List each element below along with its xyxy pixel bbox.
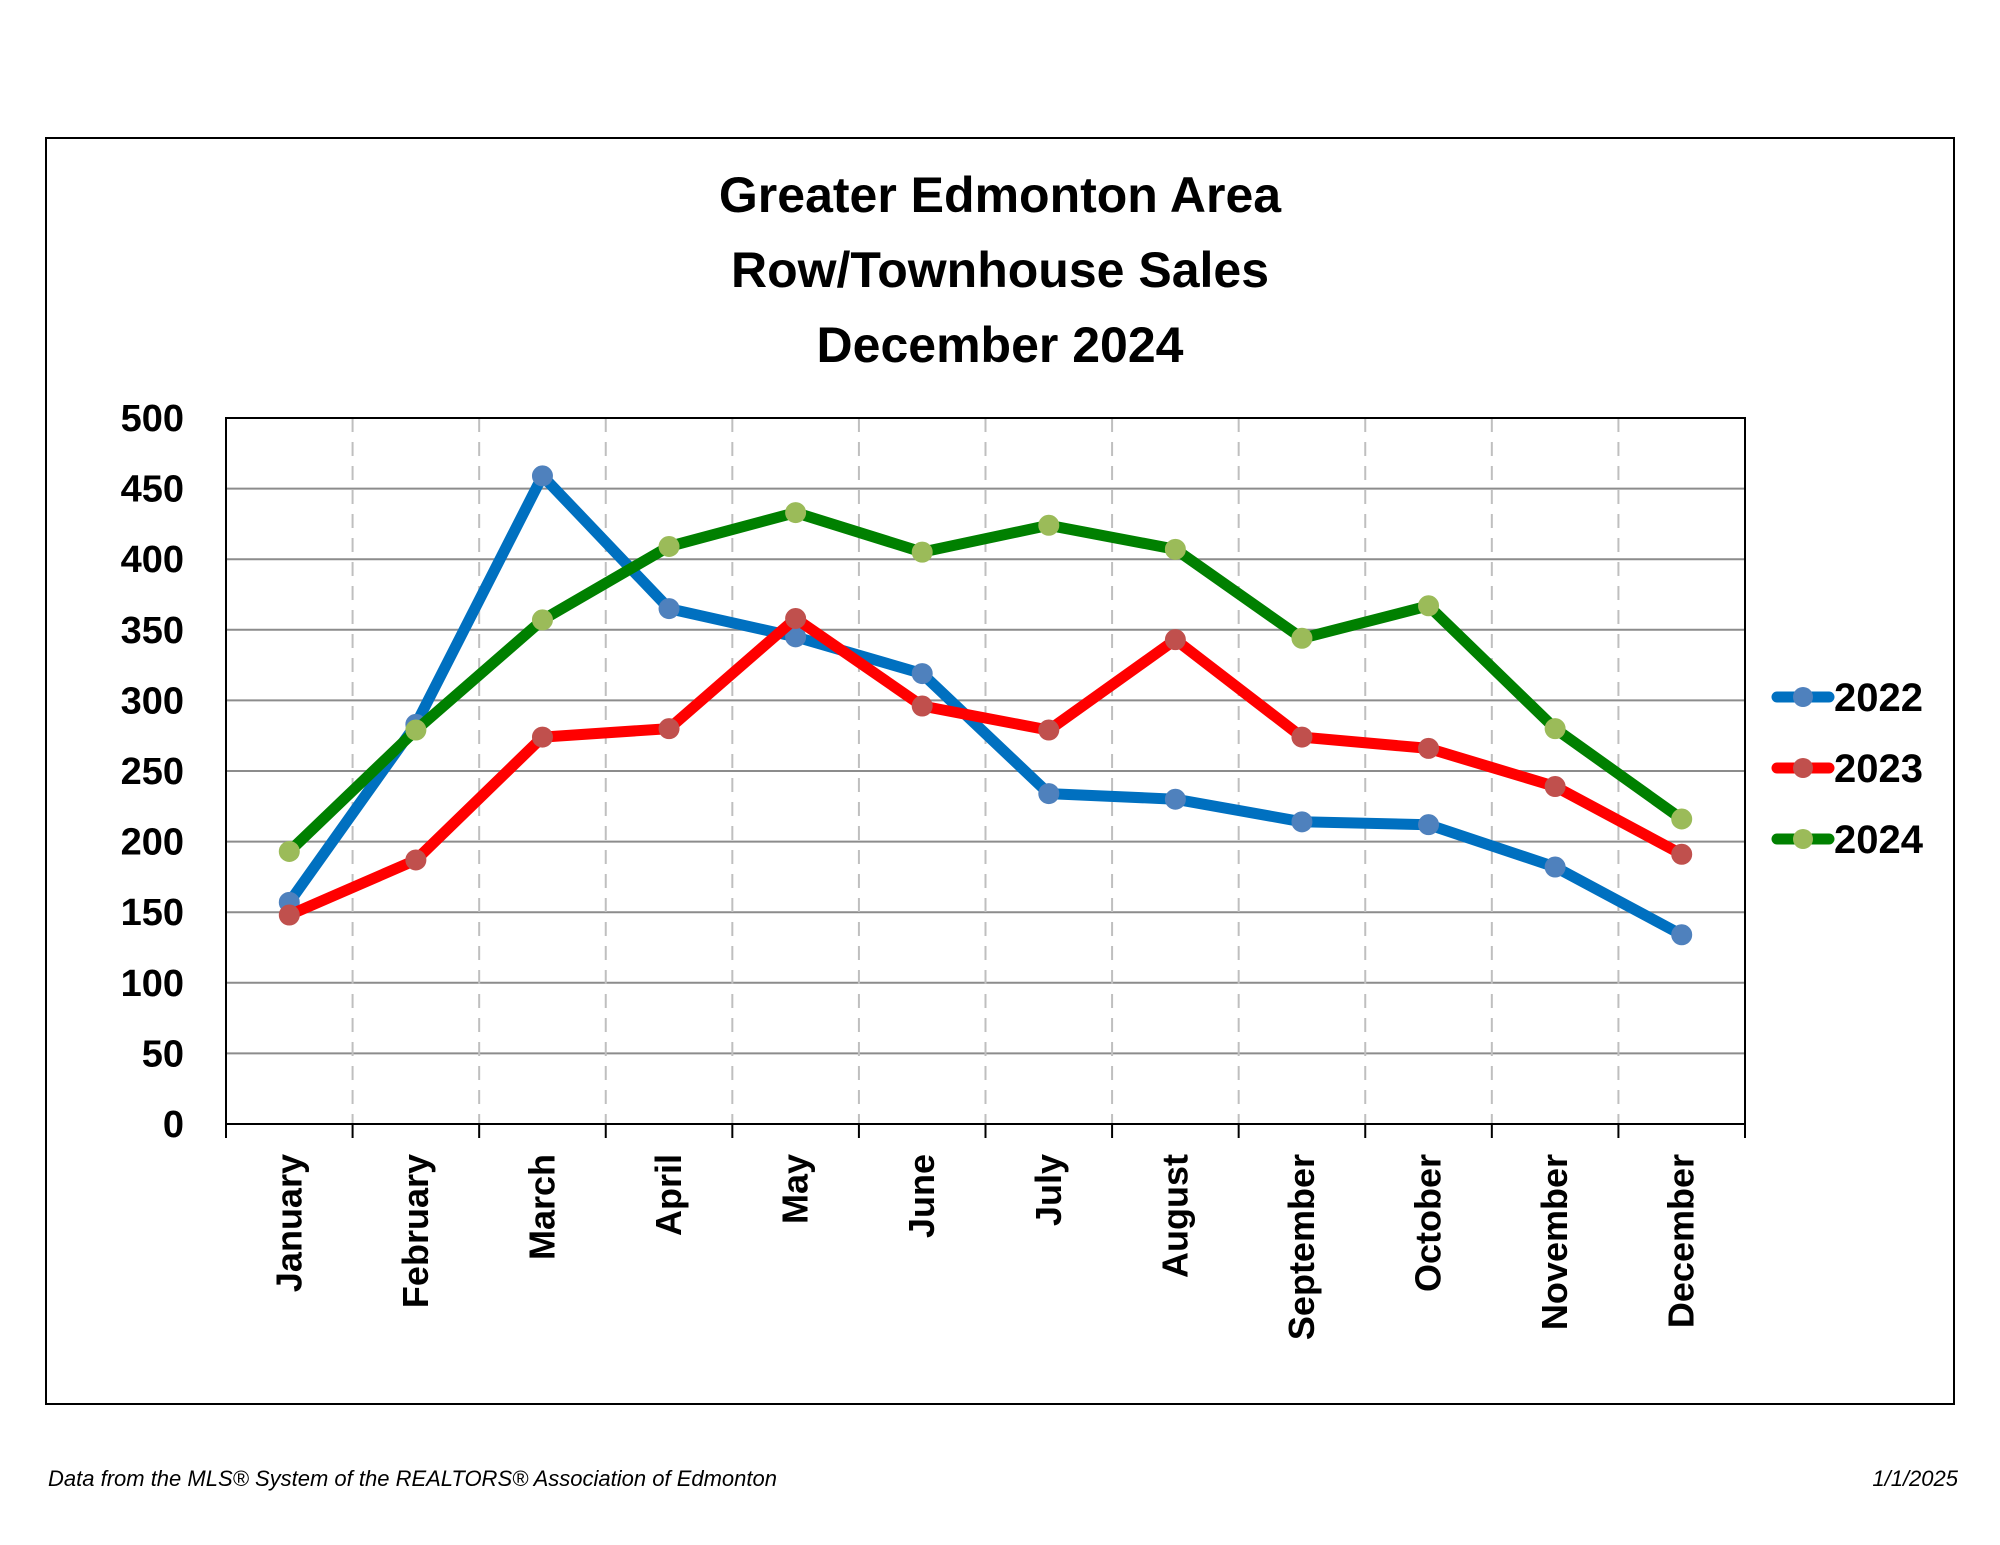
x-tick-label: March xyxy=(521,1154,562,1260)
x-tick-label: October xyxy=(1408,1154,1449,1292)
legend-swatch-marker xyxy=(1793,687,1813,707)
x-tick-label: August xyxy=(1154,1154,1195,1278)
data-point xyxy=(1039,720,1059,740)
x-tick-label: September xyxy=(1281,1154,1322,1340)
data-point xyxy=(912,664,932,684)
x-tick-label: February xyxy=(395,1154,436,1308)
data-point xyxy=(1419,596,1439,616)
data-point xyxy=(1545,857,1565,877)
data-point xyxy=(659,599,679,619)
data-point xyxy=(1419,815,1439,835)
footer-source-note: Data from the MLS® System of the REALTOR… xyxy=(48,1466,777,1492)
chart-title-line-2: Row/Townhouse Sales xyxy=(731,242,1269,298)
data-point xyxy=(659,536,679,556)
data-point xyxy=(279,905,299,925)
data-point xyxy=(1165,630,1185,650)
y-tick-label: 150 xyxy=(121,892,184,934)
data-point xyxy=(1672,925,1692,945)
x-tick-label: January xyxy=(268,1154,309,1292)
data-point xyxy=(1165,539,1185,559)
chart: Greater Edmonton Area Row/Townhouse Sales… xyxy=(0,0,2000,1545)
data-point xyxy=(279,841,299,861)
data-point xyxy=(1292,628,1312,648)
y-tick-label: 50 xyxy=(142,1033,184,1075)
x-tick-label: November xyxy=(1534,1154,1575,1330)
data-point xyxy=(1039,784,1059,804)
legend-swatch-marker xyxy=(1793,758,1813,778)
y-tick-label: 450 xyxy=(121,469,184,511)
data-point xyxy=(786,609,806,629)
x-tick-label: June xyxy=(901,1154,942,1238)
data-point xyxy=(1672,844,1692,864)
legend: 2022 2023 2024 xyxy=(1777,676,1924,862)
data-point xyxy=(1165,789,1185,809)
data-point xyxy=(532,610,552,630)
data-point xyxy=(532,727,552,747)
legend-label: 2023 xyxy=(1834,747,1923,791)
y-tick-label: 200 xyxy=(121,822,184,864)
data-point xyxy=(532,466,552,486)
y-tick-label: 500 xyxy=(121,398,184,440)
data-point xyxy=(1292,727,1312,747)
data-point xyxy=(659,719,679,739)
y-tick-label: 100 xyxy=(121,963,184,1005)
y-tick-label: 0 xyxy=(163,1104,184,1146)
chart-title-line-1: Greater Edmonton Area xyxy=(719,167,1282,223)
x-tick-label: April xyxy=(648,1154,689,1236)
x-tick-label: May xyxy=(775,1154,816,1224)
data-point xyxy=(1292,812,1312,832)
x-tick-label: July xyxy=(1028,1154,1069,1226)
legend-swatch-marker xyxy=(1793,829,1813,849)
data-point xyxy=(912,696,932,716)
y-tick-label: 300 xyxy=(121,680,184,722)
data-point xyxy=(786,503,806,523)
data-point xyxy=(1545,777,1565,797)
y-tick-label: 400 xyxy=(121,539,184,581)
data-point xyxy=(1039,515,1059,535)
data-point xyxy=(406,720,426,740)
chart-title-line-3: December 2024 xyxy=(817,317,1184,373)
legend-label: 2022 xyxy=(1834,676,1923,720)
y-tick-label: 250 xyxy=(121,751,184,793)
data-point xyxy=(406,850,426,870)
legend-label: 2024 xyxy=(1834,818,1924,862)
data-point xyxy=(1672,809,1692,829)
data-point xyxy=(912,542,932,562)
x-tick-label: December xyxy=(1661,1154,1702,1328)
footer-date: 1/1/2025 xyxy=(1872,1466,1958,1492)
data-point xyxy=(1419,738,1439,758)
y-tick-label: 350 xyxy=(121,610,184,652)
data-point xyxy=(1545,719,1565,739)
